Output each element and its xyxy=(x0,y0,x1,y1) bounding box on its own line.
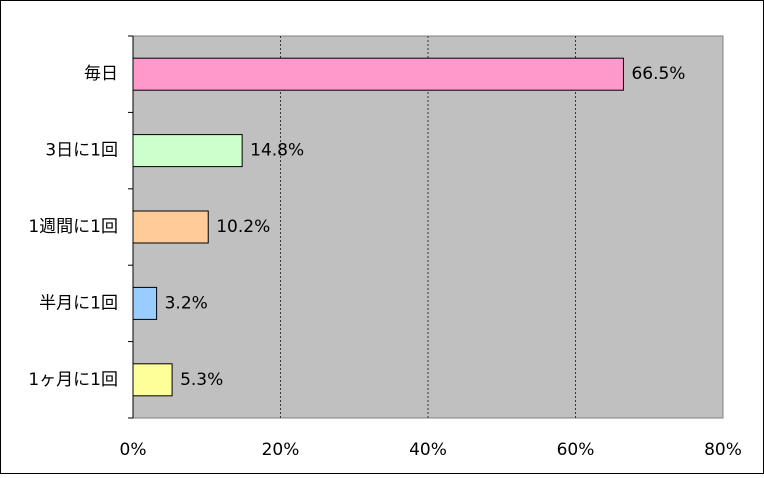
bar xyxy=(132,286,158,320)
x-tick-label: 20% xyxy=(262,440,300,460)
x-tick-label: 0% xyxy=(120,440,147,460)
data-label: 66.5% xyxy=(631,64,685,84)
y-tick-label: 半月に1回 xyxy=(39,293,118,313)
data-label: 10.2% xyxy=(216,217,270,237)
data-label: 5.3% xyxy=(180,370,223,390)
bar xyxy=(132,210,209,244)
y-tick-label: 1週間に1回 xyxy=(28,217,118,237)
y-tick-label: 1ヶ月に1回 xyxy=(28,370,118,390)
y-tick-label: 3日に1回 xyxy=(45,141,118,161)
data-label: 14.8% xyxy=(250,141,304,161)
y-tick-label: 毎日 xyxy=(84,64,118,84)
x-tick-label: 40% xyxy=(409,440,447,460)
plot-area xyxy=(132,35,724,419)
bar xyxy=(132,134,243,168)
x-tick-label: 60% xyxy=(557,440,595,460)
x-tick-label: 80% xyxy=(704,440,742,460)
bar xyxy=(132,57,624,91)
data-label: 3.2% xyxy=(165,293,208,313)
bar xyxy=(132,363,173,397)
